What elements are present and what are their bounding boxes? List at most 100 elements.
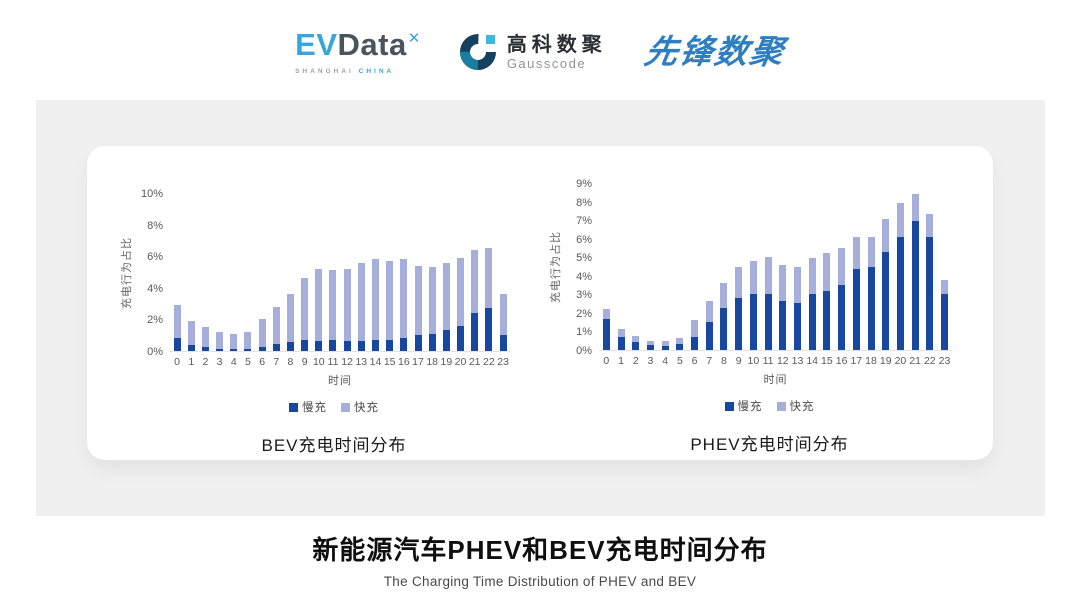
y-axis-title-wrap: 充电行为占比 (547, 183, 563, 351)
stacked-bar (764, 257, 772, 350)
bar-column (298, 278, 312, 351)
plot-area (170, 193, 510, 352)
bev-plot-wrap: 充电行为占比 0% 2% 4% 6% 8% 10% (118, 188, 510, 358)
bar-segment-fast (661, 340, 669, 347)
x-tick-label: 11 (327, 356, 339, 368)
bar-segment-slow (926, 236, 934, 350)
stacked-bar (216, 332, 224, 351)
gausscode-text: 高科数聚 Gausscode (507, 34, 607, 71)
x-tick-label: 6 (259, 356, 266, 368)
bar-column (397, 259, 411, 351)
y-tick-label: 8% (576, 196, 592, 209)
bar-segment-slow (201, 347, 209, 351)
stacked-bar (258, 319, 266, 351)
bar-segment-slow (301, 339, 309, 351)
evdata-logo: EVData✕ SHANGHAI CHINA (295, 29, 420, 76)
bar-column (170, 305, 184, 351)
x-tick-label: 12 (341, 356, 353, 368)
y-tick-label: 9% (576, 178, 592, 190)
bar-segment-fast (357, 262, 365, 341)
legend-label: 快充 (789, 401, 815, 413)
x-tick-label: 12 (776, 355, 789, 367)
bar-column (599, 309, 614, 350)
charts-card: 充电行为占比 0% 2% 4% 6% 8% 10% 0 1 2 3 4 5 6 7 8 9 10 11 12 13 1… (87, 146, 993, 460)
gausscode-en-name: Gausscode (506, 55, 587, 71)
chart-caption: BEV充电时间分布 (261, 436, 407, 455)
stacked-bar (867, 236, 875, 350)
stacked-bar (779, 264, 787, 350)
bar-column (790, 267, 805, 350)
y-tick-label: 2% (576, 307, 592, 320)
stacked-bar (793, 267, 801, 350)
y-tick-label: 6% (576, 233, 592, 246)
bar-segment-slow (779, 300, 787, 350)
stacked-bar (661, 340, 669, 350)
x-tick-label: 23 (497, 356, 509, 368)
x-tick-label: 13 (355, 356, 368, 368)
y-axis: 0% 2% 4% 6% 8% 10% (134, 188, 170, 358)
stacked-bar (896, 203, 904, 350)
bar-segment-slow (823, 290, 831, 350)
bar-column (761, 257, 776, 350)
y-axis-title: 充电行为占比 (121, 236, 133, 309)
bar-segment-slow (749, 294, 757, 350)
x-tick-label: 8 (287, 356, 294, 368)
legend: 慢充 快充 (158, 399, 510, 415)
bar-segment-slow (414, 335, 422, 351)
bar-column (849, 236, 864, 350)
legend-label: 慢充 (302, 402, 327, 414)
stacked-bar (244, 332, 252, 351)
stacked-bar (911, 194, 919, 350)
bar-column (878, 219, 893, 350)
evdata-wordmark: EVData✕ (295, 29, 420, 67)
stacked-bar (187, 321, 195, 351)
pioneer-logo: 先锋数聚 (641, 33, 789, 70)
bar-segment-fast (428, 267, 436, 334)
bar-segment-fast (764, 257, 772, 295)
bar-column (496, 294, 510, 351)
stacked-bar (428, 267, 436, 351)
stacked-bar (852, 236, 860, 350)
bar-segment-slow (315, 340, 323, 351)
x-tick-label: 3 (216, 356, 223, 368)
stacked-bar (735, 266, 743, 350)
y-axis: 0% 1% 2% 3% 4% 5% 6% 7% 8% 9% (563, 178, 599, 357)
stacked-bar (471, 249, 479, 351)
bar-column (368, 259, 382, 351)
bar-column (453, 257, 467, 351)
legend-swatch (289, 402, 298, 412)
bar-column (805, 258, 820, 350)
bar-column (411, 265, 425, 351)
bar-segment-slow (735, 298, 743, 350)
bar-column (643, 340, 658, 350)
bar-segment-slow (838, 285, 846, 350)
footer: 新能源汽车PHEV和BEV充电时间分布 The Charging Time Di… (0, 530, 1080, 589)
stacked-bar (485, 248, 493, 351)
x-tick-label: 10 (312, 356, 325, 368)
x-tick-label: 22 (483, 356, 495, 368)
page-title: 新能源汽车PHEV和BEV充电时间分布 (312, 535, 768, 565)
bar-column (213, 332, 227, 351)
bar-segment-fast (632, 336, 640, 342)
stacked-bar (926, 213, 934, 350)
x-tick-label: 14 (369, 356, 382, 368)
stacked-bar (315, 268, 323, 351)
x-tick-label: 7 (273, 356, 280, 368)
bar-column (614, 328, 629, 350)
x-tick-label: 18 (865, 355, 877, 367)
x-tick-label: 9 (735, 355, 742, 367)
evdata-sub-china: CHINA (358, 68, 395, 75)
bar-segment-fast (187, 321, 195, 345)
bar-segment-slow (471, 313, 479, 351)
stacked-bar (329, 270, 337, 351)
bar-segment-slow (632, 341, 640, 350)
bar-column (775, 264, 790, 350)
stacked-bar (286, 294, 294, 351)
x-tick-label: 1 (618, 355, 624, 367)
bar-segment-fast (941, 279, 949, 295)
bar-segment-slow (187, 344, 195, 351)
stacked-bar (617, 328, 625, 350)
legend-item: 慢充 (289, 399, 327, 415)
stacked-bar (301, 278, 309, 351)
bar-segment-slow (343, 340, 351, 351)
